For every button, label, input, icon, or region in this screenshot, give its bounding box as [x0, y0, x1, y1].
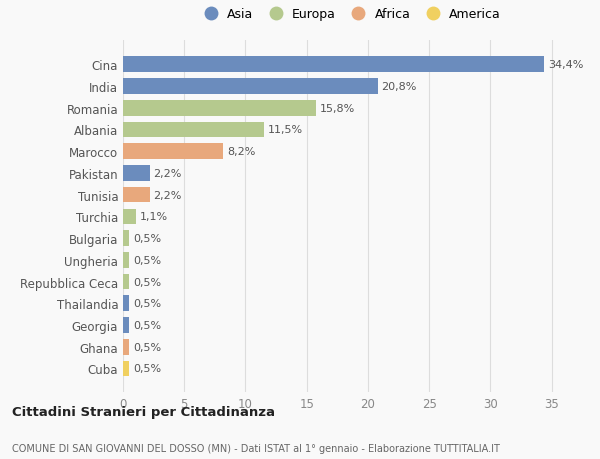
Text: 0,5%: 0,5% [133, 320, 161, 330]
Text: 2,2%: 2,2% [154, 190, 182, 200]
Bar [123, 57, 544, 73]
Text: 20,8%: 20,8% [382, 82, 417, 92]
Text: 11,5%: 11,5% [268, 125, 302, 135]
Bar [123, 296, 129, 311]
Bar [123, 166, 150, 181]
Text: 0,5%: 0,5% [133, 299, 161, 308]
Text: 1,1%: 1,1% [140, 212, 168, 222]
Text: 8,2%: 8,2% [227, 147, 256, 157]
Legend: Asia, Europa, Africa, America: Asia, Europa, Africa, America [196, 6, 503, 23]
Text: 0,5%: 0,5% [133, 277, 161, 287]
Text: Cittadini Stranieri per Cittadinanza: Cittadini Stranieri per Cittadinanza [12, 405, 275, 419]
Text: 34,4%: 34,4% [548, 60, 583, 70]
Bar [123, 187, 150, 203]
Bar [123, 339, 129, 355]
Bar [123, 252, 129, 268]
Bar [123, 209, 136, 225]
Bar [123, 231, 129, 246]
Bar [123, 361, 129, 376]
Bar [123, 101, 316, 116]
Bar [123, 318, 129, 333]
Text: 0,5%: 0,5% [133, 234, 161, 244]
Text: 0,5%: 0,5% [133, 342, 161, 352]
Text: COMUNE DI SAN GIOVANNI DEL DOSSO (MN) - Dati ISTAT al 1° gennaio - Elaborazione : COMUNE DI SAN GIOVANNI DEL DOSSO (MN) - … [12, 443, 500, 453]
Text: 2,2%: 2,2% [154, 168, 182, 179]
Text: 0,5%: 0,5% [133, 364, 161, 374]
Text: 0,5%: 0,5% [133, 255, 161, 265]
Bar [123, 274, 129, 290]
Bar [123, 144, 223, 160]
Bar [123, 79, 377, 95]
Text: 15,8%: 15,8% [320, 103, 355, 113]
Bar [123, 123, 264, 138]
